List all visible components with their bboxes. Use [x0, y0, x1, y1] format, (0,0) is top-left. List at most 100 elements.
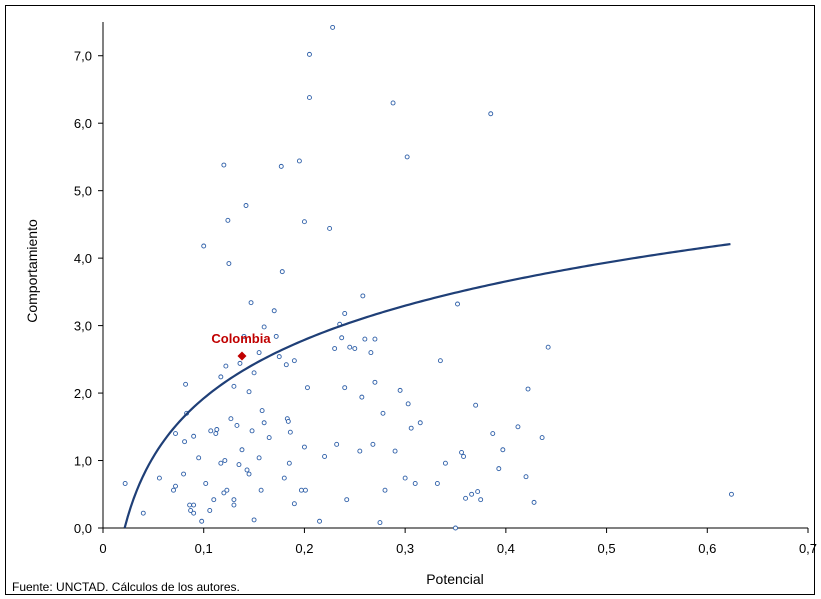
data-point: [368, 350, 374, 356]
data-point: [173, 431, 178, 436]
y-tick-label: 5,0: [74, 184, 92, 199]
data-point: [226, 261, 232, 266]
data-point: [322, 454, 328, 459]
data-point: [545, 344, 551, 350]
data-point: [285, 418, 291, 424]
data-point: [249, 428, 255, 434]
data-point: [390, 100, 396, 106]
data-point: [231, 497, 237, 503]
data-point: [207, 508, 213, 513]
data-point: [412, 481, 418, 486]
data-point: [213, 431, 219, 436]
data-point: [404, 154, 410, 160]
data-point: [372, 379, 378, 385]
data-point: [261, 324, 267, 330]
data-point: [362, 336, 368, 342]
data-point: [225, 217, 231, 223]
data-point: [266, 435, 272, 441]
data-point: [279, 269, 285, 275]
data-point: [342, 385, 348, 391]
data-point: [244, 467, 250, 473]
data-point: [334, 441, 340, 447]
data-point: [417, 420, 423, 426]
data-point: [286, 460, 292, 466]
data-point: [459, 449, 464, 455]
data-point: [251, 370, 257, 376]
data-point: [307, 95, 312, 101]
data-point: [211, 497, 217, 503]
data-point: [261, 420, 267, 426]
data-point: [181, 471, 187, 477]
data-point: [330, 24, 336, 30]
data-point: [283, 362, 289, 368]
y-tick-label: 4,0: [74, 251, 92, 266]
data-point: [478, 497, 484, 503]
data-point: [236, 462, 242, 468]
data-point: [359, 394, 365, 400]
data-point: [496, 466, 502, 472]
data-point: [199, 518, 205, 524]
data-point: [183, 381, 189, 387]
data-point: [469, 491, 475, 497]
data-point: [218, 460, 224, 466]
y-tick-label: 7,0: [74, 49, 92, 64]
data-point: [523, 474, 529, 480]
data-point: [140, 510, 146, 516]
data-point: [317, 518, 322, 524]
data-point: [214, 427, 220, 432]
data-point: [237, 360, 243, 366]
data-point: [273, 333, 279, 339]
data-point: [298, 487, 304, 493]
data-point: [392, 448, 398, 454]
highlight-label: Colombia: [211, 331, 271, 346]
data-point: [243, 203, 249, 208]
source-note: Fuente: UNCTAD. Cálculos de los autores.: [12, 580, 240, 594]
data-point: [223, 363, 229, 369]
data-point: [515, 424, 521, 430]
data-point: [239, 447, 245, 453]
data-point: [434, 481, 440, 486]
data-point: [231, 502, 237, 508]
data-point: [347, 344, 353, 350]
trend-line: [123, 242, 731, 529]
data-point: [405, 401, 411, 407]
x-tick-label: 0,6: [698, 541, 716, 556]
y-tick-label: 1,0: [74, 454, 92, 469]
data-point: [301, 444, 307, 450]
highlight-group: Colombia: [211, 331, 271, 361]
x-tick-label: 0,5: [598, 541, 616, 556]
data-point: [437, 358, 443, 364]
data-points: [122, 24, 734, 531]
x-tick-label: 0,3: [396, 541, 414, 556]
data-point: [397, 387, 403, 393]
data-point: [500, 447, 506, 453]
data-point: [196, 455, 202, 461]
data-point: [287, 429, 293, 435]
data-point: [305, 385, 310, 391]
y-tick-label: 2,0: [74, 386, 92, 401]
chart-frame: [5, 5, 815, 595]
x-axis-label: Potencial: [426, 571, 484, 587]
data-point: [490, 431, 496, 436]
data-point: [191, 510, 197, 516]
data-point: [248, 300, 254, 306]
data-point: [332, 346, 338, 351]
data-point: [281, 475, 287, 481]
data-point: [291, 358, 297, 364]
data-point: [203, 481, 209, 486]
data-point: [221, 490, 227, 496]
data-point: [360, 293, 366, 299]
data-point: [246, 471, 252, 477]
data-point: [461, 454, 467, 459]
data-point: [408, 425, 414, 431]
data-point: [259, 408, 265, 414]
data-point: [241, 333, 247, 339]
data-point: [296, 158, 302, 164]
y-tick-label: 6,0: [74, 116, 92, 131]
data-point: [473, 402, 479, 408]
data-point: [380, 410, 386, 416]
x-tick-label: 0,7: [799, 541, 817, 556]
data-point: [228, 416, 234, 422]
data-point: [455, 301, 460, 307]
